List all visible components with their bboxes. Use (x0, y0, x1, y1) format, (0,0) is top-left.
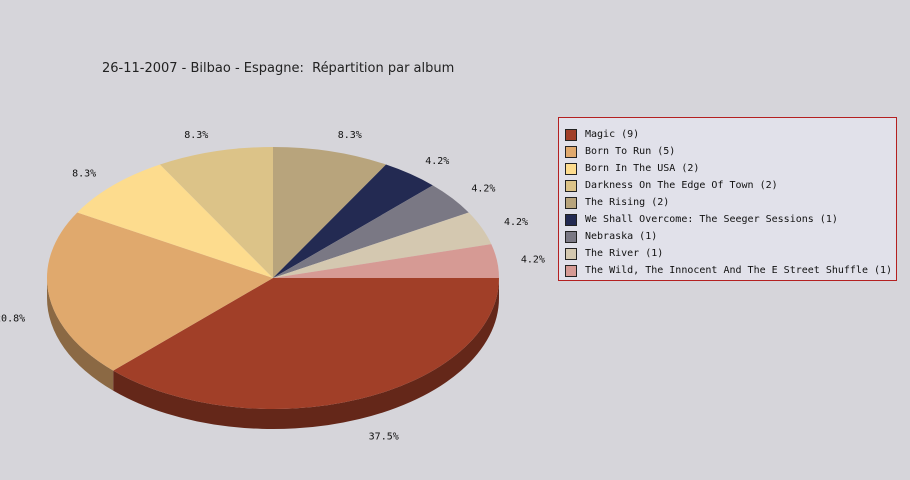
legend-label-1: Magic (9) (585, 129, 640, 140)
pie-slice-label-6: 4.2% (425, 156, 449, 167)
legend-swatch-3 (565, 162, 577, 175)
pie-slice-5 (273, 147, 386, 278)
pie-slice-4 (160, 147, 273, 278)
legend-swatch-2 (565, 145, 577, 158)
legend-swatch-6 (565, 213, 577, 226)
legend-item-4: Darkness On The Edge Of Town (2) (565, 177, 896, 194)
pie-slice-7 (273, 185, 469, 278)
legend-item-7: Nebraska (1) (565, 228, 896, 245)
chart-legend: Magic (9) Born To Run (5) Born In The USA … (558, 117, 897, 281)
pie-slice-side-1 (113, 278, 499, 430)
legend-label-4: Darkness On The Edge Of Town (2) (585, 180, 778, 191)
legend-item-2: Born To Run (5) (565, 143, 896, 160)
legend-item-6: We Shall Overcome: The Seeger Sessions (… (565, 211, 896, 228)
pie-slice-6 (273, 164, 433, 278)
legend-item-8: The River (1) (565, 245, 896, 262)
pie-slice-label-5: 8.3% (338, 130, 362, 141)
legend-label-3: Born In The USA (2) (585, 163, 700, 174)
pie-slice-label-9: 4.2% (521, 255, 545, 266)
legend-item-3: Born In The USA (2) (565, 160, 896, 177)
legend-item-9: The Wild, The Innocent And The E Street … (565, 262, 896, 279)
pie-slice-label-4: 8.3% (184, 130, 208, 141)
legend-label-7: Nebraska (1) (585, 231, 658, 242)
pie-slice-label-7: 4.2% (471, 183, 495, 194)
chart-title: 26-11-2007 - Bilbao - Espagne: Répartiti… (102, 61, 455, 76)
pie-slice-1 (113, 278, 499, 410)
pie-slice-label-2: 20.8% (0, 313, 25, 324)
pie-slice-8 (273, 212, 492, 278)
legend-item-5: The Rising (2) (565, 194, 896, 211)
pie-slice-3 (77, 164, 273, 278)
pie-slice-label-3: 8.3% (72, 169, 96, 180)
pie-slice-label-8: 4.2% (504, 217, 528, 228)
pie-slice-label-1: 37.5% (369, 432, 399, 443)
legend-swatch-8 (565, 247, 577, 260)
legend-swatch-4 (565, 179, 577, 192)
legend-label-2: Born To Run (5) (585, 146, 676, 157)
legend-swatch-5 (565, 196, 577, 209)
pie-slice-side-2 (47, 278, 114, 391)
pie-chart: 37.5% 20.8% 8.3% 8.3% 8.3% 4.2% 4.2% 4.2% 4.2% (0, 130, 545, 443)
legend-swatch-7 (565, 230, 577, 243)
legend-item-1: Magic (9) (565, 126, 896, 143)
legend-label-8: The River (1) (585, 248, 664, 259)
legend-swatch-1 (565, 128, 577, 141)
pie-slice-2 (47, 212, 273, 371)
legend-swatch-9 (565, 264, 577, 277)
legend-label-5: The Rising (2) (585, 197, 670, 208)
pie-slice-9 (273, 244, 499, 278)
legend-label-9: The Wild, The Innocent And The E Street … (585, 265, 893, 276)
legend-label-6: We Shall Overcome: The Seeger Sessions (… (585, 214, 838, 225)
